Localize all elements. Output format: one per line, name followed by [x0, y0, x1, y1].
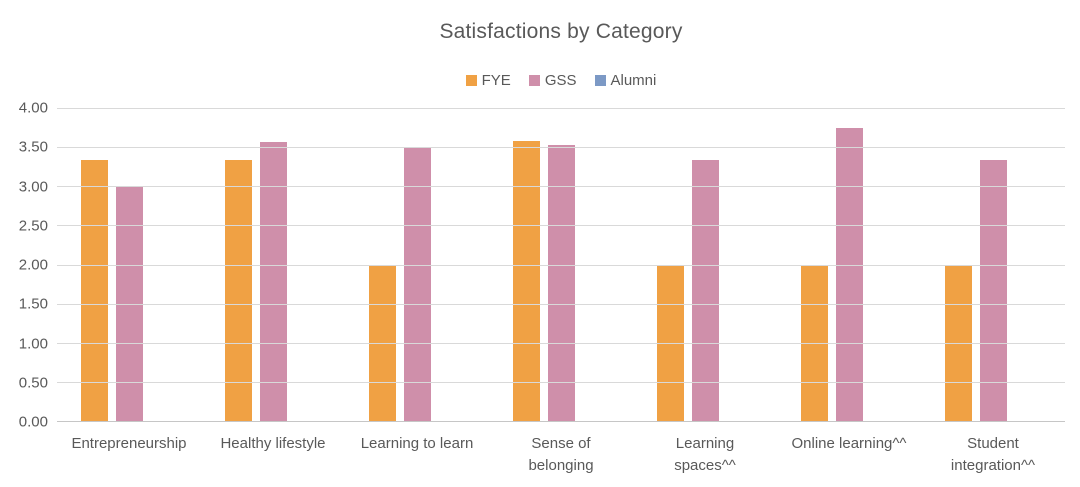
y-axis-tick-label: 4.00	[18, 99, 48, 117]
gridline	[57, 381, 1065, 383]
plot-area	[57, 108, 1065, 422]
y-axis-tick-label: 0.50	[18, 374, 48, 392]
bar-gss	[835, 127, 863, 421]
bar-gss	[691, 160, 719, 421]
bar-group	[201, 108, 345, 421]
x-axis-label: Learning spaces^^	[674, 435, 736, 474]
x-axis-label: Student integration^^	[950, 435, 1036, 474]
bar-gss	[547, 144, 575, 421]
gridline	[57, 264, 1065, 266]
bar-gss	[979, 160, 1007, 421]
y-axis-tick-label: 0.00	[18, 413, 48, 431]
gridline	[57, 108, 1065, 109]
gridline	[57, 342, 1065, 344]
legend-item-fye: FYE	[465, 72, 511, 89]
y-axis-tick-label: 1.00	[18, 335, 48, 352]
chart-title: Satisfactions by Category	[439, 20, 683, 43]
legend-swatch-fye	[465, 75, 477, 86]
bar-fye	[224, 160, 252, 421]
y-axis-tick-label: 2.50	[18, 217, 48, 235]
x-axis-label: Entrepreneurship	[71, 435, 187, 452]
legend-label: GSS	[544, 72, 577, 89]
legend-swatch-gss	[528, 75, 540, 86]
bar-gss	[259, 142, 287, 421]
x-axis-label: Learning to learn	[360, 435, 474, 452]
gridline	[57, 303, 1065, 305]
bar-group	[489, 108, 633, 421]
legend: FYE GSS Alumni	[57, 72, 1065, 89]
y-axis-tick-label: 2.00	[18, 256, 48, 274]
bar-fye	[512, 140, 540, 421]
legend-item-gss: GSS	[528, 72, 577, 89]
gridline	[57, 147, 1065, 149]
x-axis-label: Healthy lifestyle	[220, 435, 326, 452]
gridline	[57, 225, 1065, 227]
y-axis: 0.00 0.50 1.00 1.50 2.00 2.50 3.00 3.50 4.00	[0, 101, 48, 430]
bar-gss	[403, 147, 431, 421]
legend-label: FYE	[481, 72, 511, 89]
legend-item-alumni: Alumni	[594, 72, 657, 89]
legend-swatch-alumni	[594, 75, 606, 86]
x-axis-label: Online learning^^	[791, 435, 907, 452]
y-axis-tick-label: 3.00	[18, 178, 48, 195]
gridline	[57, 186, 1065, 188]
bar-fye	[80, 160, 108, 421]
x-axis-label: Sense of belonging	[528, 435, 594, 474]
y-axis-tick-label: 3.50	[18, 138, 48, 156]
y-axis-tick-label: 1.50	[18, 295, 48, 313]
x-axis: Entrepreneurship Healthy lifestyle Learnin…	[57, 433, 1065, 477]
legend-label: Alumni	[610, 72, 657, 89]
